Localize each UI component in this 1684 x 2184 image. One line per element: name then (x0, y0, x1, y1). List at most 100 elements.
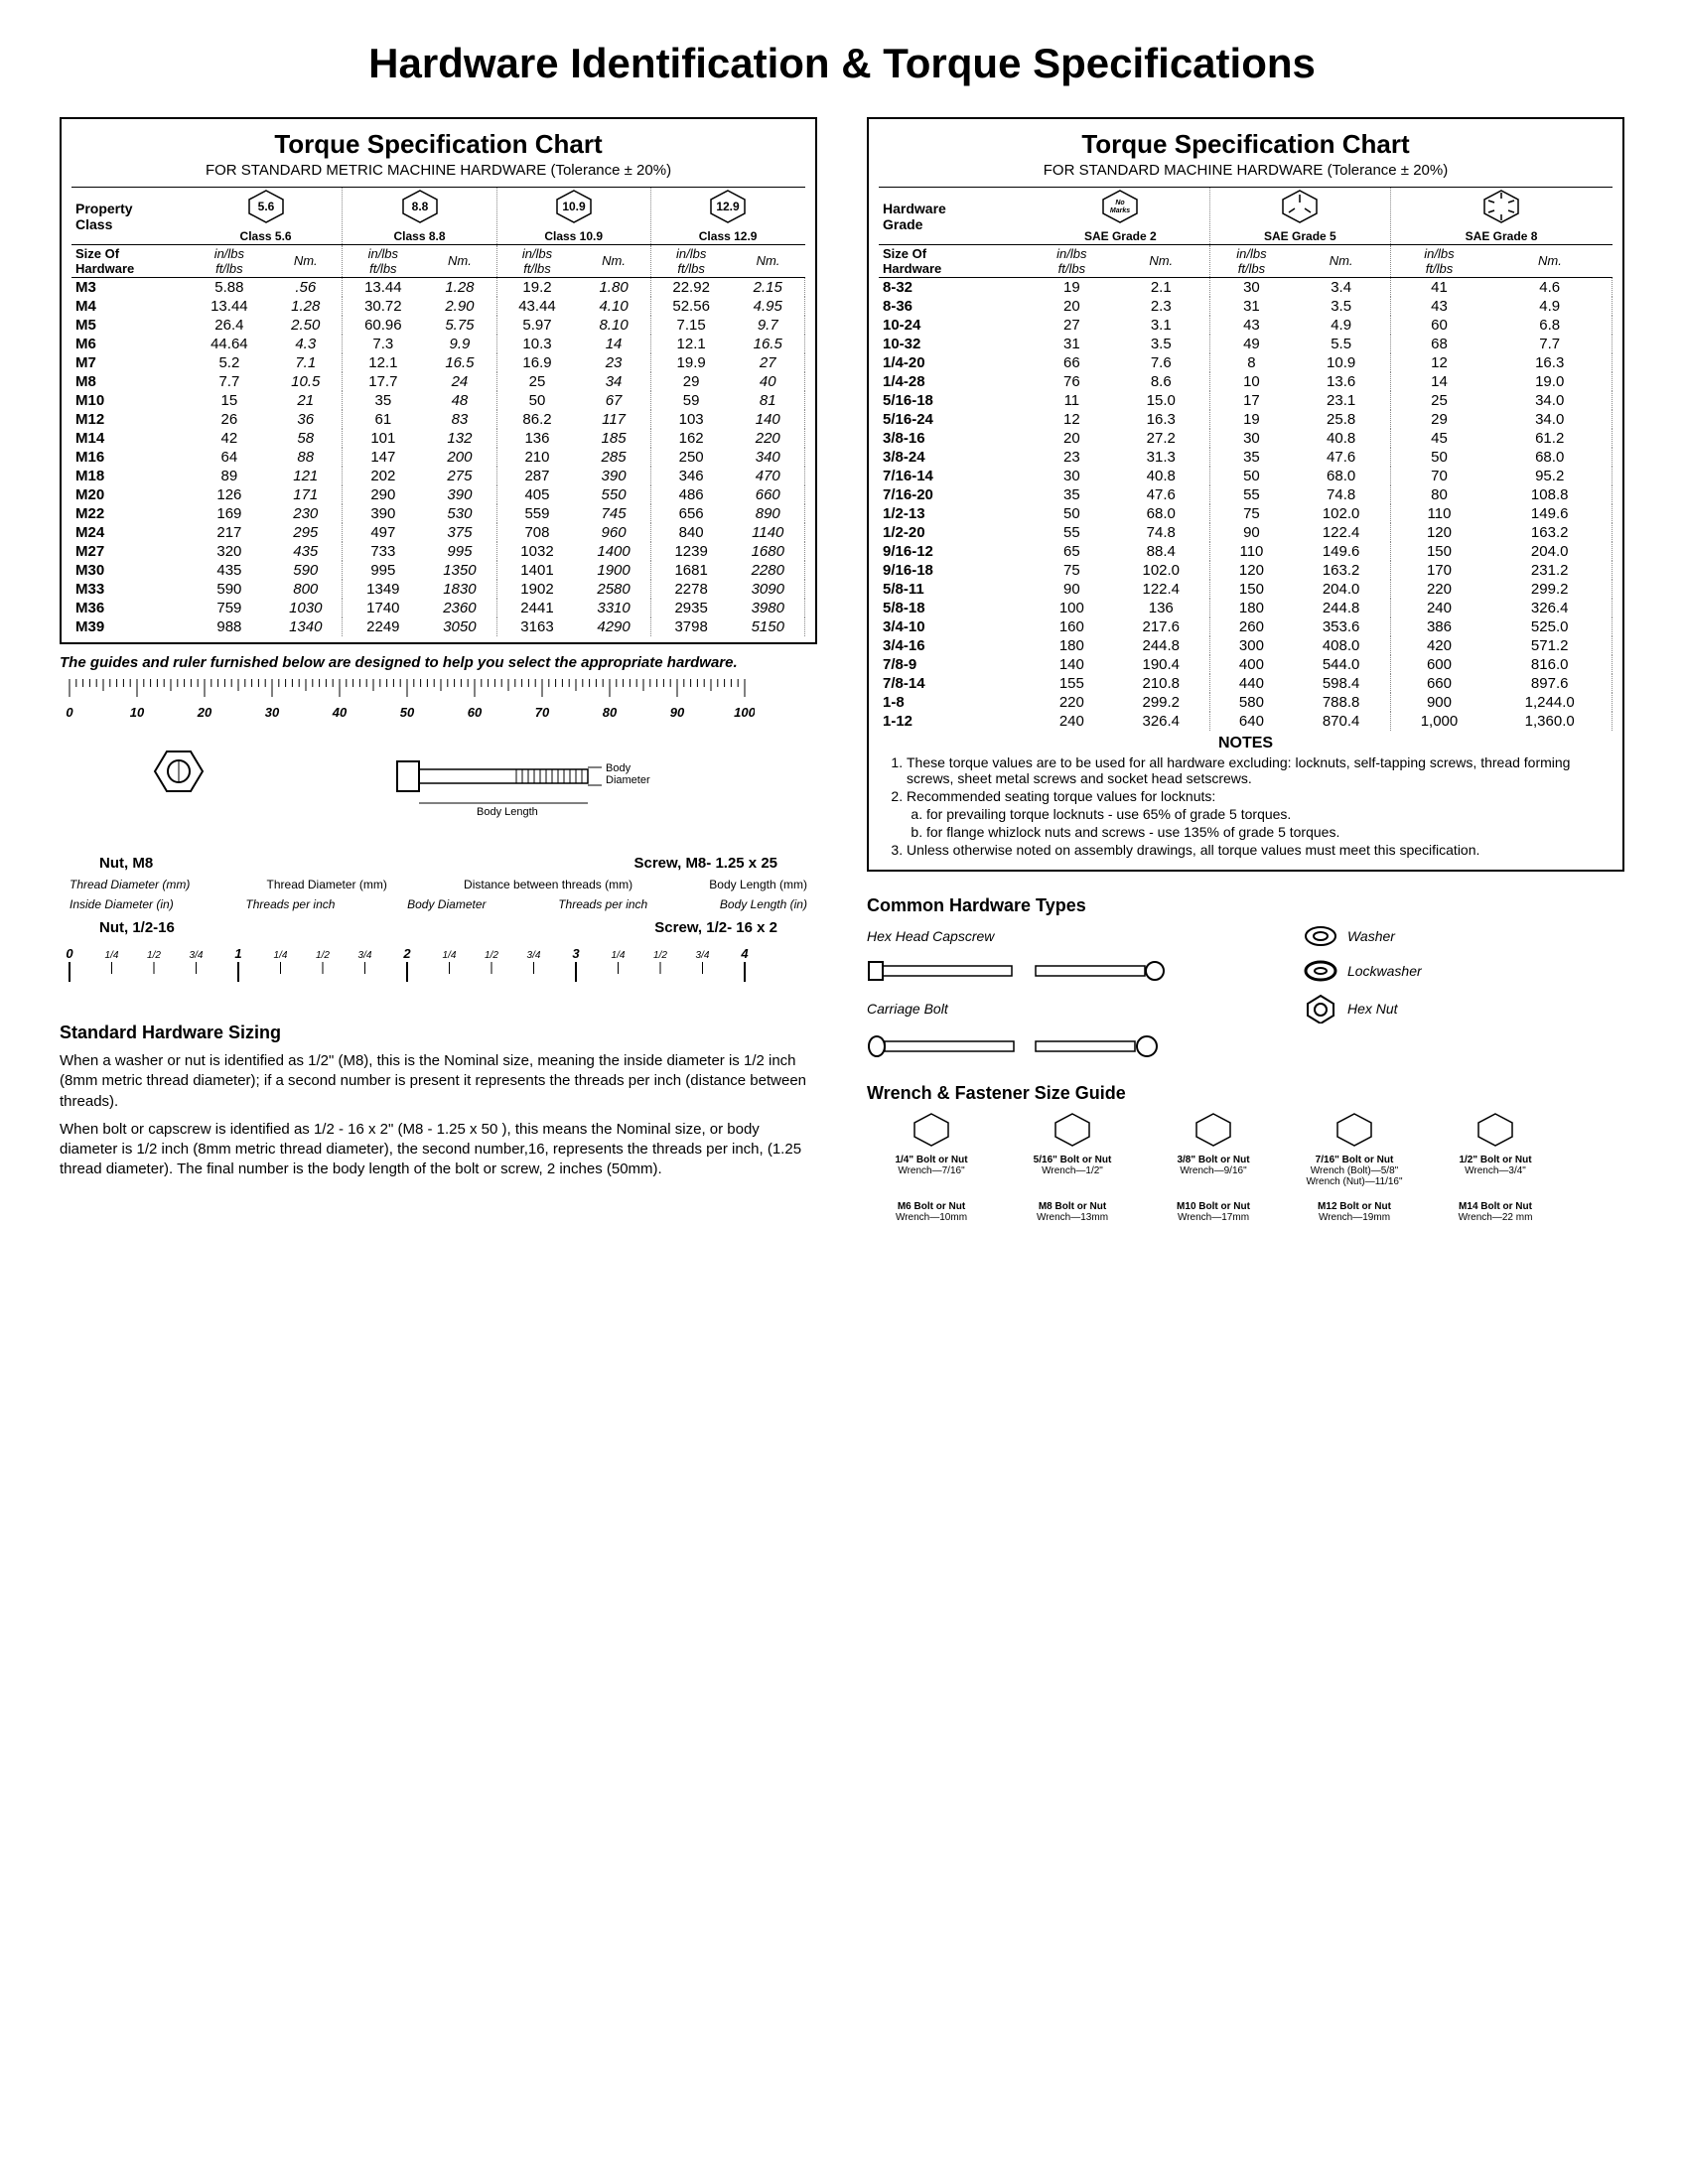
table-row: M35.88.5613.441.2819.21.8022.922.15 (71, 278, 805, 298)
threads-per-inch: Threads per inch (245, 897, 335, 911)
sae-grade-cell-1: SAE Grade 5 (1210, 188, 1390, 245)
wrench-item: M10 Bolt or NutWrench—17mm (1149, 1201, 1278, 1223)
svg-text:1/4: 1/4 (105, 950, 119, 961)
wrench-item: M8 Bolt or NutWrench—13mm (1008, 1201, 1137, 1223)
table-row: 1/4-28768.61013.61419.0 (879, 372, 1613, 391)
table-row: M20126171290390405550486660 (71, 485, 805, 504)
wrench-item: M12 Bolt or NutWrench—19mm (1290, 1201, 1419, 1223)
svg-text:3/4: 3/4 (190, 950, 204, 961)
table-row: 5/8-1190122.4150204.0220299.2 (879, 580, 1613, 599)
table-row: 8-32192.1303.4414.6 (879, 278, 1613, 298)
nut-screw-diagram: Body Diameter Body Length Nut, M8 Screw,… (60, 742, 817, 936)
note-3: Unless otherwise noted on assembly drawi… (907, 842, 1607, 858)
table-row: 5/8-18100136180244.8240326.4 (879, 599, 1613, 617)
svg-text:1: 1 (234, 946, 241, 961)
svg-text:10.9: 10.9 (562, 200, 586, 213)
metric-table-body: M35.88.5613.441.2819.21.8022.922.15M413.… (71, 278, 805, 637)
hw-lockwasher: Lockwasher (1304, 958, 1624, 984)
metric-chart-box: Torque Specification Chart FOR STANDARD … (60, 117, 817, 644)
wrench-item: 7/16" Bolt or NutWrench (Bolt)—5/8" Wren… (1290, 1112, 1419, 1187)
screw-m8-label: Screw, M8- 1.25 x 25 (633, 855, 777, 872)
svg-text:Marks: Marks (1110, 207, 1130, 214)
sae-grade-cell-0: NoMarksSAE Grade 2 (1031, 188, 1209, 245)
table-row: 7/16-203547.65574.880108.8 (879, 485, 1613, 504)
table-row: 8-36202.3313.5434.9 (879, 297, 1613, 316)
sae-chart-title: Torque Specification Chart (879, 129, 1613, 160)
table-row: 5/16-181115.01723.12534.0 (879, 391, 1613, 410)
property-class-label: Property Class (71, 188, 190, 245)
table-row: 3/4-16180244.8300408.0420571.2 (879, 636, 1613, 655)
sae-size-label: Size Of Hardware (879, 245, 1031, 278)
table-row: 5/16-241216.31925.82934.0 (879, 410, 1613, 429)
wrench-imperial-row: 1/4" Bolt or NutWrench—7/16"5/16" Bolt o… (867, 1112, 1624, 1187)
svg-text:20: 20 (197, 705, 212, 720)
table-row: 7/8-9140190.4400544.0600816.0 (879, 655, 1613, 674)
class-cell-0: 5.6Class 5.6 (190, 188, 343, 245)
left-column: Torque Specification Chart FOR STANDARD … (60, 117, 817, 1223)
table-row: M144258101132136185162220 (71, 429, 805, 448)
thread-diam-mm2: Thread Diameter (mm) (267, 878, 387, 891)
u1a: in/lbsft/lbs (190, 245, 269, 278)
table-row: 7/8-14155210.8440598.4660897.6 (879, 674, 1613, 693)
table-row: M33590800134918301902258022783090 (71, 580, 805, 599)
svg-text:Body Length: Body Length (477, 806, 538, 818)
class-cell-3: 12.9Class 12.9 (650, 188, 804, 245)
wrench-item: 1/2" Bolt or NutWrench—3/4" (1431, 1112, 1560, 1187)
sae-chart-subtitle: FOR STANDARD MACHINE HARDWARE (Tolerance… (879, 162, 1613, 179)
table-row: M1889121202275287390346470 (71, 467, 805, 485)
table-row: M644.644.37.39.910.31412.116.5 (71, 335, 805, 353)
sae-table-body: 8-32192.1303.4414.68-36202.3313.5434.910… (879, 278, 1613, 732)
wrench-item: M14 Bolt or NutWrench—22 mm (1431, 1201, 1560, 1223)
u3b: Nm. (577, 245, 650, 278)
wrench-item: 1/4" Bolt or NutWrench—7/16" (867, 1112, 996, 1187)
svg-text:3/4: 3/4 (696, 950, 710, 961)
table-row: 1/2-205574.890122.4120163.2 (879, 523, 1613, 542)
table-row: M526.42.5060.965.755.978.107.159.7 (71, 316, 805, 335)
table-row: 3/8-242331.33547.65068.0 (879, 448, 1613, 467)
inch-ruler-svg: 01/41/23/411/41/23/421/41/23/431/41/23/4… (60, 944, 755, 994)
svg-text:0: 0 (66, 705, 73, 720)
body-len-in: Body Length (in) (720, 897, 807, 911)
svg-text:60: 60 (468, 705, 483, 720)
hw-washer: Washer (1304, 924, 1624, 948)
svg-text:2: 2 (402, 946, 411, 961)
svg-text:1/2: 1/2 (485, 950, 498, 961)
svg-text:Body: Body (606, 762, 632, 774)
svg-text:1/4: 1/4 (443, 950, 457, 961)
class-cell-1: 8.8Class 8.8 (343, 188, 496, 245)
table-row: 9/16-126588.4110149.6150204.0 (879, 542, 1613, 561)
nut-imp-label: Nut, 1/2-16 (99, 919, 175, 936)
table-row: 1-12240326.4640870.41,0001,360.0 (879, 712, 1613, 731)
svg-text:1/2: 1/2 (316, 950, 330, 961)
svg-text:100: 100 (734, 705, 755, 720)
table-row: 1/4-20667.6810.91216.3 (879, 353, 1613, 372)
table-row: M101521354850675981 (71, 391, 805, 410)
sizing-p1: When a washer or nut is identified as 1/… (60, 1051, 817, 1112)
svg-text:3/4: 3/4 (527, 950, 541, 961)
table-row: M22169230390530559745656890 (71, 504, 805, 523)
nut-m8-label: Nut, M8 (99, 855, 153, 872)
u1b: Nm. (269, 245, 343, 278)
svg-text:80: 80 (603, 705, 618, 720)
hw-types-heading: Common Hardware Types (867, 895, 1624, 916)
metric-chart-title: Torque Specification Chart (71, 129, 805, 160)
table-row: M3043559099513501401190016812280 (71, 561, 805, 580)
sae-table: Hardware Grade NoMarksSAE Grade 2 SAE Gr… (879, 187, 1613, 731)
two-column-layout: Torque Specification Chart FOR STANDARD … (60, 117, 1624, 1223)
table-row: M413.441.2830.722.9043.444.1052.564.95 (71, 297, 805, 316)
u3a: in/lbsft/lbs (496, 245, 577, 278)
table-row: 7/16-143040.85068.07095.2 (879, 467, 1613, 485)
svg-text:30: 30 (265, 705, 280, 720)
table-row: M242172954973757089608401140 (71, 523, 805, 542)
screw-imp-label: Screw, 1/2- 16 x 2 (654, 919, 777, 936)
inside-diam-in: Inside Diameter (in) (70, 897, 174, 911)
u4a: in/lbsft/lbs (650, 245, 731, 278)
table-row: 9/16-1875102.0120163.2170231.2 (879, 561, 1613, 580)
table-row: M75.27.112.116.516.92319.927 (71, 353, 805, 372)
page-root: Hardware Identification & Torque Specifi… (60, 40, 1624, 1223)
svg-text:12.9: 12.9 (716, 200, 740, 213)
svg-text:3/4: 3/4 (358, 950, 372, 961)
note-1: These torque values are to be used for a… (907, 754, 1607, 786)
wrench-item: M6 Bolt or NutWrench—10mm (867, 1201, 996, 1223)
class-cell-2: 10.9Class 10.9 (496, 188, 650, 245)
